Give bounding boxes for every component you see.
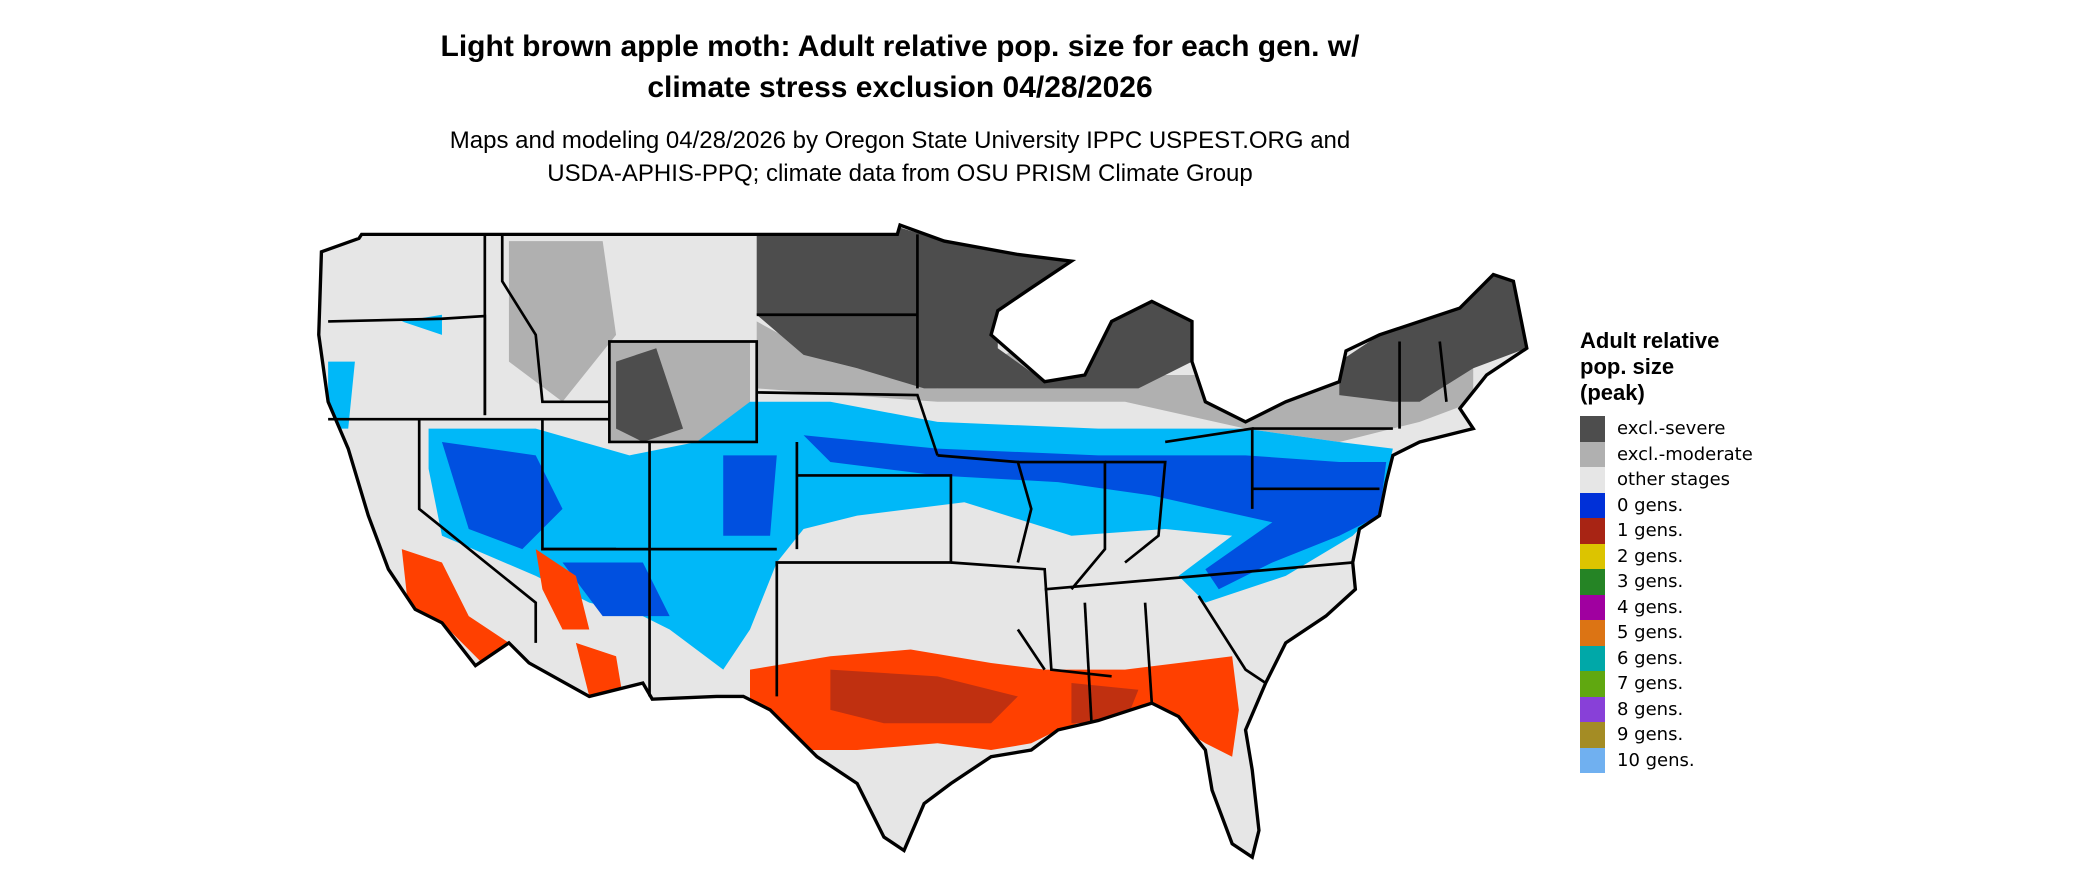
legend-label: 6 gens. [1617, 647, 1684, 669]
legend-item: excl.-severe [1580, 416, 1753, 442]
map-subtitle: Maps and modeling 04/28/2026 by Oregon S… [0, 124, 1800, 190]
legend-swatch [1580, 696, 1605, 722]
legend-title-line-2: pop. size [1580, 354, 1675, 379]
legend-label: excl.-severe [1617, 418, 1726, 440]
legend-swatch [1580, 492, 1605, 518]
legend-label: 2 gens. [1617, 545, 1684, 567]
legend-label: 10 gens. [1617, 749, 1695, 771]
legend-label: 8 gens. [1617, 698, 1684, 720]
legend-swatch [1580, 620, 1605, 646]
legend-title: Adult relative pop. size (peak) [1580, 328, 1753, 406]
legend-label: 3 gens. [1617, 571, 1684, 593]
legend-swatch [1580, 645, 1605, 671]
subtitle-line-2: USDA-APHIS-PPQ; climate data from OSU PR… [547, 160, 1253, 187]
legend: Adult relative pop. size (peak) excl.-se… [1580, 328, 1753, 773]
legend-swatch [1580, 467, 1605, 493]
legend-label: 7 gens. [1617, 673, 1684, 695]
legend-item: 6 gens. [1580, 645, 1753, 671]
region-0-gens-dark [441, 435, 1387, 617]
title-line-2: climate stress exclusion 04/28/2026 [647, 71, 1153, 104]
legend-swatch [1580, 518, 1605, 544]
legend-label: 5 gens. [1617, 622, 1684, 644]
legend-label: excl.-moderate [1617, 443, 1753, 465]
map-title: Light brown apple moth: Adult relative p… [0, 26, 1800, 108]
legend-item: 2 gens. [1580, 543, 1753, 569]
legend-item: 4 gens. [1580, 594, 1753, 620]
legend-label: 1 gens. [1617, 520, 1684, 542]
legend-swatch [1580, 722, 1605, 748]
legend-title-line-3: (peak) [1580, 380, 1645, 405]
legend-item: 8 gens. [1580, 696, 1753, 722]
legend-item: 3 gens. [1580, 569, 1753, 595]
region-1-gens-dark [830, 669, 1139, 724]
legend-label: other stages [1617, 469, 1731, 491]
legend-swatch [1580, 441, 1605, 467]
legend-item: 9 gens. [1580, 722, 1753, 748]
legend-title-line-1: Adult relative [1580, 328, 1720, 353]
legend-item: excl.-moderate [1580, 441, 1753, 467]
title-line-1: Light brown apple moth: Adult relative p… [440, 30, 1360, 63]
legend-swatch [1580, 594, 1605, 620]
legend-swatch [1580, 671, 1605, 697]
legend-swatch [1580, 747, 1605, 773]
legend-label: 9 gens. [1617, 724, 1684, 746]
legend-item: 5 gens. [1580, 620, 1753, 646]
legend-item: other stages [1580, 467, 1753, 493]
subtitle-line-1: Maps and modeling 04/28/2026 by Oregon S… [449, 127, 1351, 154]
legend-item: 10 gens. [1580, 747, 1753, 773]
legend-item: 1 gens. [1580, 518, 1753, 544]
legend-item: 0 gens. [1580, 492, 1753, 518]
region-1-gens [401, 549, 1239, 757]
legend-swatch [1580, 569, 1605, 595]
legend-label: 4 gens. [1617, 596, 1684, 618]
legend-item: 7 gens. [1580, 671, 1753, 697]
legend-swatch [1580, 416, 1605, 442]
state-borders [328, 234, 1448, 724]
legend-label: 0 gens. [1617, 494, 1684, 516]
legend-swatch [1580, 543, 1605, 569]
